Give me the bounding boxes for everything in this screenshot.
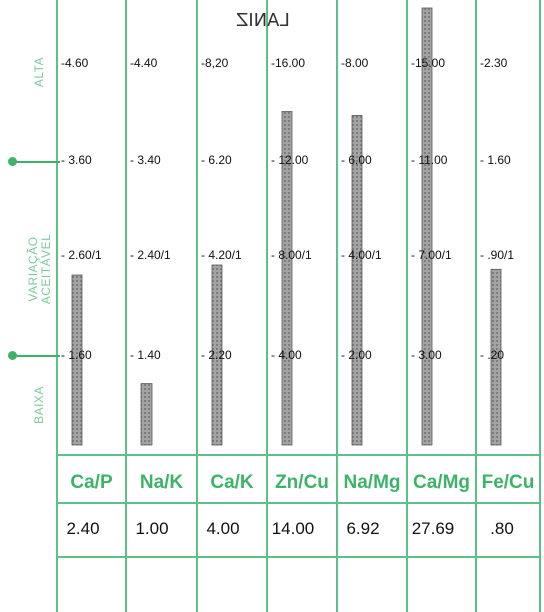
value-label: 1.00 bbox=[135, 519, 168, 538]
row-label-acceptable-1: VARIAÇÃO bbox=[26, 236, 40, 302]
bar-ca-k bbox=[211, 264, 223, 446]
tick-label-ideal: - 2.60/1 bbox=[61, 248, 102, 262]
value-label: 6.92 bbox=[346, 519, 379, 538]
tick-label-high: -15.00 bbox=[411, 56, 445, 70]
tick-label-high: -8,20 bbox=[201, 56, 229, 70]
tick-label-upper: - 12.00 bbox=[271, 153, 309, 167]
tick-label-upper: - 3.60 bbox=[61, 153, 92, 167]
tick-label-upper: - 1.60 bbox=[480, 153, 511, 167]
value-label: 27.69 bbox=[412, 519, 455, 538]
category-header: Zn/Cu bbox=[275, 472, 329, 493]
category-header: Ca/Mg bbox=[413, 472, 470, 493]
bar-ca-p bbox=[71, 274, 83, 446]
value-label: 2.40 bbox=[66, 519, 99, 538]
row-label-acceptable-2: ACEITÁVEL bbox=[39, 233, 53, 305]
bar-ca-mg bbox=[421, 7, 433, 446]
bar-zn-cu bbox=[281, 111, 293, 446]
upper-limit-marker-dot bbox=[8, 157, 17, 166]
category-header: Na/Mg bbox=[344, 472, 401, 493]
lower-limit-marker-dot bbox=[8, 351, 17, 360]
value-label: 14.00 bbox=[272, 519, 315, 538]
category-header: Ca/K bbox=[210, 472, 254, 493]
tick-label-upper: - 6.20 bbox=[201, 153, 232, 167]
tick-label-upper: - 3.40 bbox=[130, 153, 161, 167]
bar-fe-cu bbox=[490, 268, 502, 446]
tick-label-ideal: - 2.40/1 bbox=[130, 248, 171, 262]
bar-na-mg bbox=[351, 114, 363, 446]
category-header: Na/K bbox=[140, 472, 184, 493]
tick-label-ideal: - 4.00/1 bbox=[341, 248, 382, 262]
tick-label-ideal: - .90/1 bbox=[480, 248, 514, 262]
tick-label-lower: - 4.00 bbox=[271, 348, 302, 362]
tick-label-high: -4.40 bbox=[130, 56, 158, 70]
row-label-high: ALTA bbox=[32, 56, 46, 88]
tick-label-lower: - .20 bbox=[480, 348, 504, 362]
tick-label-upper: - 11.00 bbox=[411, 153, 448, 167]
handwritten-name: LANIZ bbox=[236, 10, 290, 31]
lower-limit-marker-line bbox=[12, 355, 60, 357]
category-header: Fe/Cu bbox=[482, 472, 535, 493]
tick-label-high: -8.00 bbox=[341, 56, 369, 70]
tick-label-lower: - 1.60 bbox=[61, 348, 92, 362]
value-label: .80 bbox=[490, 519, 514, 538]
tick-label-high: -2.30 bbox=[480, 56, 508, 70]
row-label-low: BAIXA bbox=[32, 386, 46, 424]
category-headers: Ca/P Na/K Ca/K Zn/Cu Na/Mg Ca/Mg Fe/Cu bbox=[70, 472, 534, 493]
bar-na-k bbox=[140, 383, 153, 446]
value-label: 4.00 bbox=[206, 519, 239, 538]
tick-label-ideal: - 4.20/1 bbox=[201, 248, 242, 262]
category-header: Ca/P bbox=[70, 472, 113, 493]
tick-label-lower: - 1.40 bbox=[130, 348, 161, 362]
upper-limit-marker-line bbox=[12, 161, 60, 163]
bar-series bbox=[71, 7, 502, 446]
tick-label-high: -16.00 bbox=[271, 56, 305, 70]
value-labels: 2.40 1.00 4.00 14.00 6.92 27.69 .80 bbox=[66, 519, 513, 538]
tick-label-lower: - 2.00 bbox=[341, 348, 372, 362]
tick-label-lower: - 3.00 bbox=[411, 348, 442, 362]
tick-labels: -4.60 - 3.60 - 2.60/1 - 1.60 -4.40 - 3.40 - 2.… bbox=[61, 56, 514, 362]
tick-label-high: -4.60 bbox=[61, 56, 89, 70]
tick-label-ideal: - 7.00/1 bbox=[411, 248, 452, 262]
tick-label-ideal: - 8.00/1 bbox=[271, 248, 312, 262]
tick-label-lower: - 2.20 bbox=[201, 348, 232, 362]
chart-grid bbox=[56, 0, 541, 612]
tick-label-upper: - 6.00 bbox=[341, 153, 372, 167]
